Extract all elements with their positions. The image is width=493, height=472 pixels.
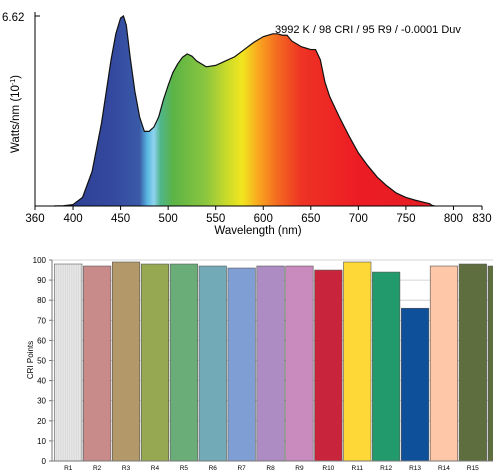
spectrum-x-tick-label: 400 (63, 213, 82, 225)
cri-x-tick-label: R15 (467, 465, 479, 472)
cri-y-tick-label: 0 (42, 457, 47, 466)
spectrum-x-tick-label: 700 (349, 213, 368, 225)
spectrum-x-tick-label: 600 (254, 213, 273, 225)
cri-y-tick-label: 100 (33, 256, 47, 265)
cri-bar (256, 265, 285, 462)
cri-bar (112, 261, 141, 462)
spectrum-ylabel-close: ) (10, 75, 22, 79)
cri-bar (400, 307, 430, 462)
cri-x-tick-label: R5 (180, 465, 189, 472)
cri-x-tick-label: R11 (352, 465, 364, 472)
cri-x-tick-label: R8 (266, 465, 275, 472)
spectrum-x-tick-label: 500 (159, 213, 178, 225)
spectrum-y-axis-label: Watts/nm (10-1) (10, 75, 22, 153)
cri-x-tick-label: R2 (93, 465, 102, 472)
cri-x-tick-label: R12 (380, 465, 392, 472)
spectrum-x-axis-label: Wavelength (nm) (214, 225, 301, 237)
cri-x-tick-label: R3 (122, 465, 131, 472)
cri-bar (83, 265, 112, 462)
spectrum-x-tick-label: 650 (301, 213, 320, 225)
spectrum-ylabel-group: Watts/nm (10-1) (10, 75, 22, 153)
cri-x-tick-label: R7 (237, 465, 246, 472)
spectrum-outline (54, 15, 435, 207)
cri-y-tick-label: 40 (37, 377, 46, 386)
spectrum-x-tick-label: 830 (472, 213, 491, 225)
cri-bar (314, 269, 343, 462)
spectrum-x-ticks: 360 400 450 500 550 600 650 700 750 800 830 (25, 206, 492, 225)
cri-y-tick-label: 80 (37, 296, 46, 305)
cri-y-tick-label: 50 (37, 357, 46, 366)
cri-x-tick-label: R1 (64, 465, 73, 472)
cri-y-tick-label: 70 (37, 316, 46, 325)
spectrum-x-tick-label: 800 (444, 213, 463, 225)
cri-y-tick-label: 60 (37, 336, 46, 345)
spectrum-ylabel-exponent: -1 (10, 79, 17, 85)
spectrum-y-max-label: 6.62 (2, 12, 24, 24)
cri-y-tick-label: 10 (37, 437, 46, 446)
cri-bar (140, 263, 169, 462)
cri-bar (458, 263, 487, 462)
cri-bar (169, 263, 198, 462)
cri-x-tick-label: R6 (209, 465, 218, 472)
cri-bar (487, 265, 493, 462)
spectrum-x-tick-label: 450 (111, 213, 130, 225)
cri-y-tick-label: 20 (37, 417, 46, 426)
cri-x-tick-label: R9 (295, 465, 304, 472)
spectrum-x-tick-label: 550 (206, 213, 225, 225)
cri-bar (54, 263, 83, 462)
cri-bar (372, 271, 401, 462)
spectrum-x-tick-label: 750 (396, 213, 415, 225)
cri-bar (343, 261, 372, 462)
cri-x-tick-label: R10 (322, 465, 334, 472)
spectrum-annotation: 3992 K / 98 CRI / 95 R9 / -0.0001 Duv (275, 24, 461, 36)
cri-x-tick-label: R14 (438, 465, 450, 472)
spectrum-x-tick-label: 360 (25, 213, 44, 225)
cri-bar (198, 265, 227, 462)
cri-y-tick-label: 30 (37, 397, 46, 406)
cri-bar (285, 265, 314, 462)
cri-bars (54, 261, 493, 462)
spectrum-chart: Watts/nm (10-1) 6.62 360 400 450 500 550 600 6… (2, 12, 492, 237)
spectrum-area (54, 16, 435, 206)
cri-x-tick-label: R13 (409, 465, 421, 472)
cri-y-tick-label: 90 (37, 276, 46, 285)
cri-y-ticks: 0 10 20 30 40 50 60 70 80 90 100 (33, 256, 52, 466)
cri-bar (429, 265, 459, 462)
cri-x-ticks: R1 R2 R3 R4 R5 R6 R7 R8 R9 R10 R11 R12 R13 R14 R15 (64, 465, 479, 472)
spectrum-ylabel-main: Watts/nm (10 (10, 85, 22, 153)
cri-bar (227, 267, 256, 462)
cri-x-tick-label: R4 (151, 465, 160, 472)
cri-y-axis-label: CRI Points (26, 341, 35, 379)
